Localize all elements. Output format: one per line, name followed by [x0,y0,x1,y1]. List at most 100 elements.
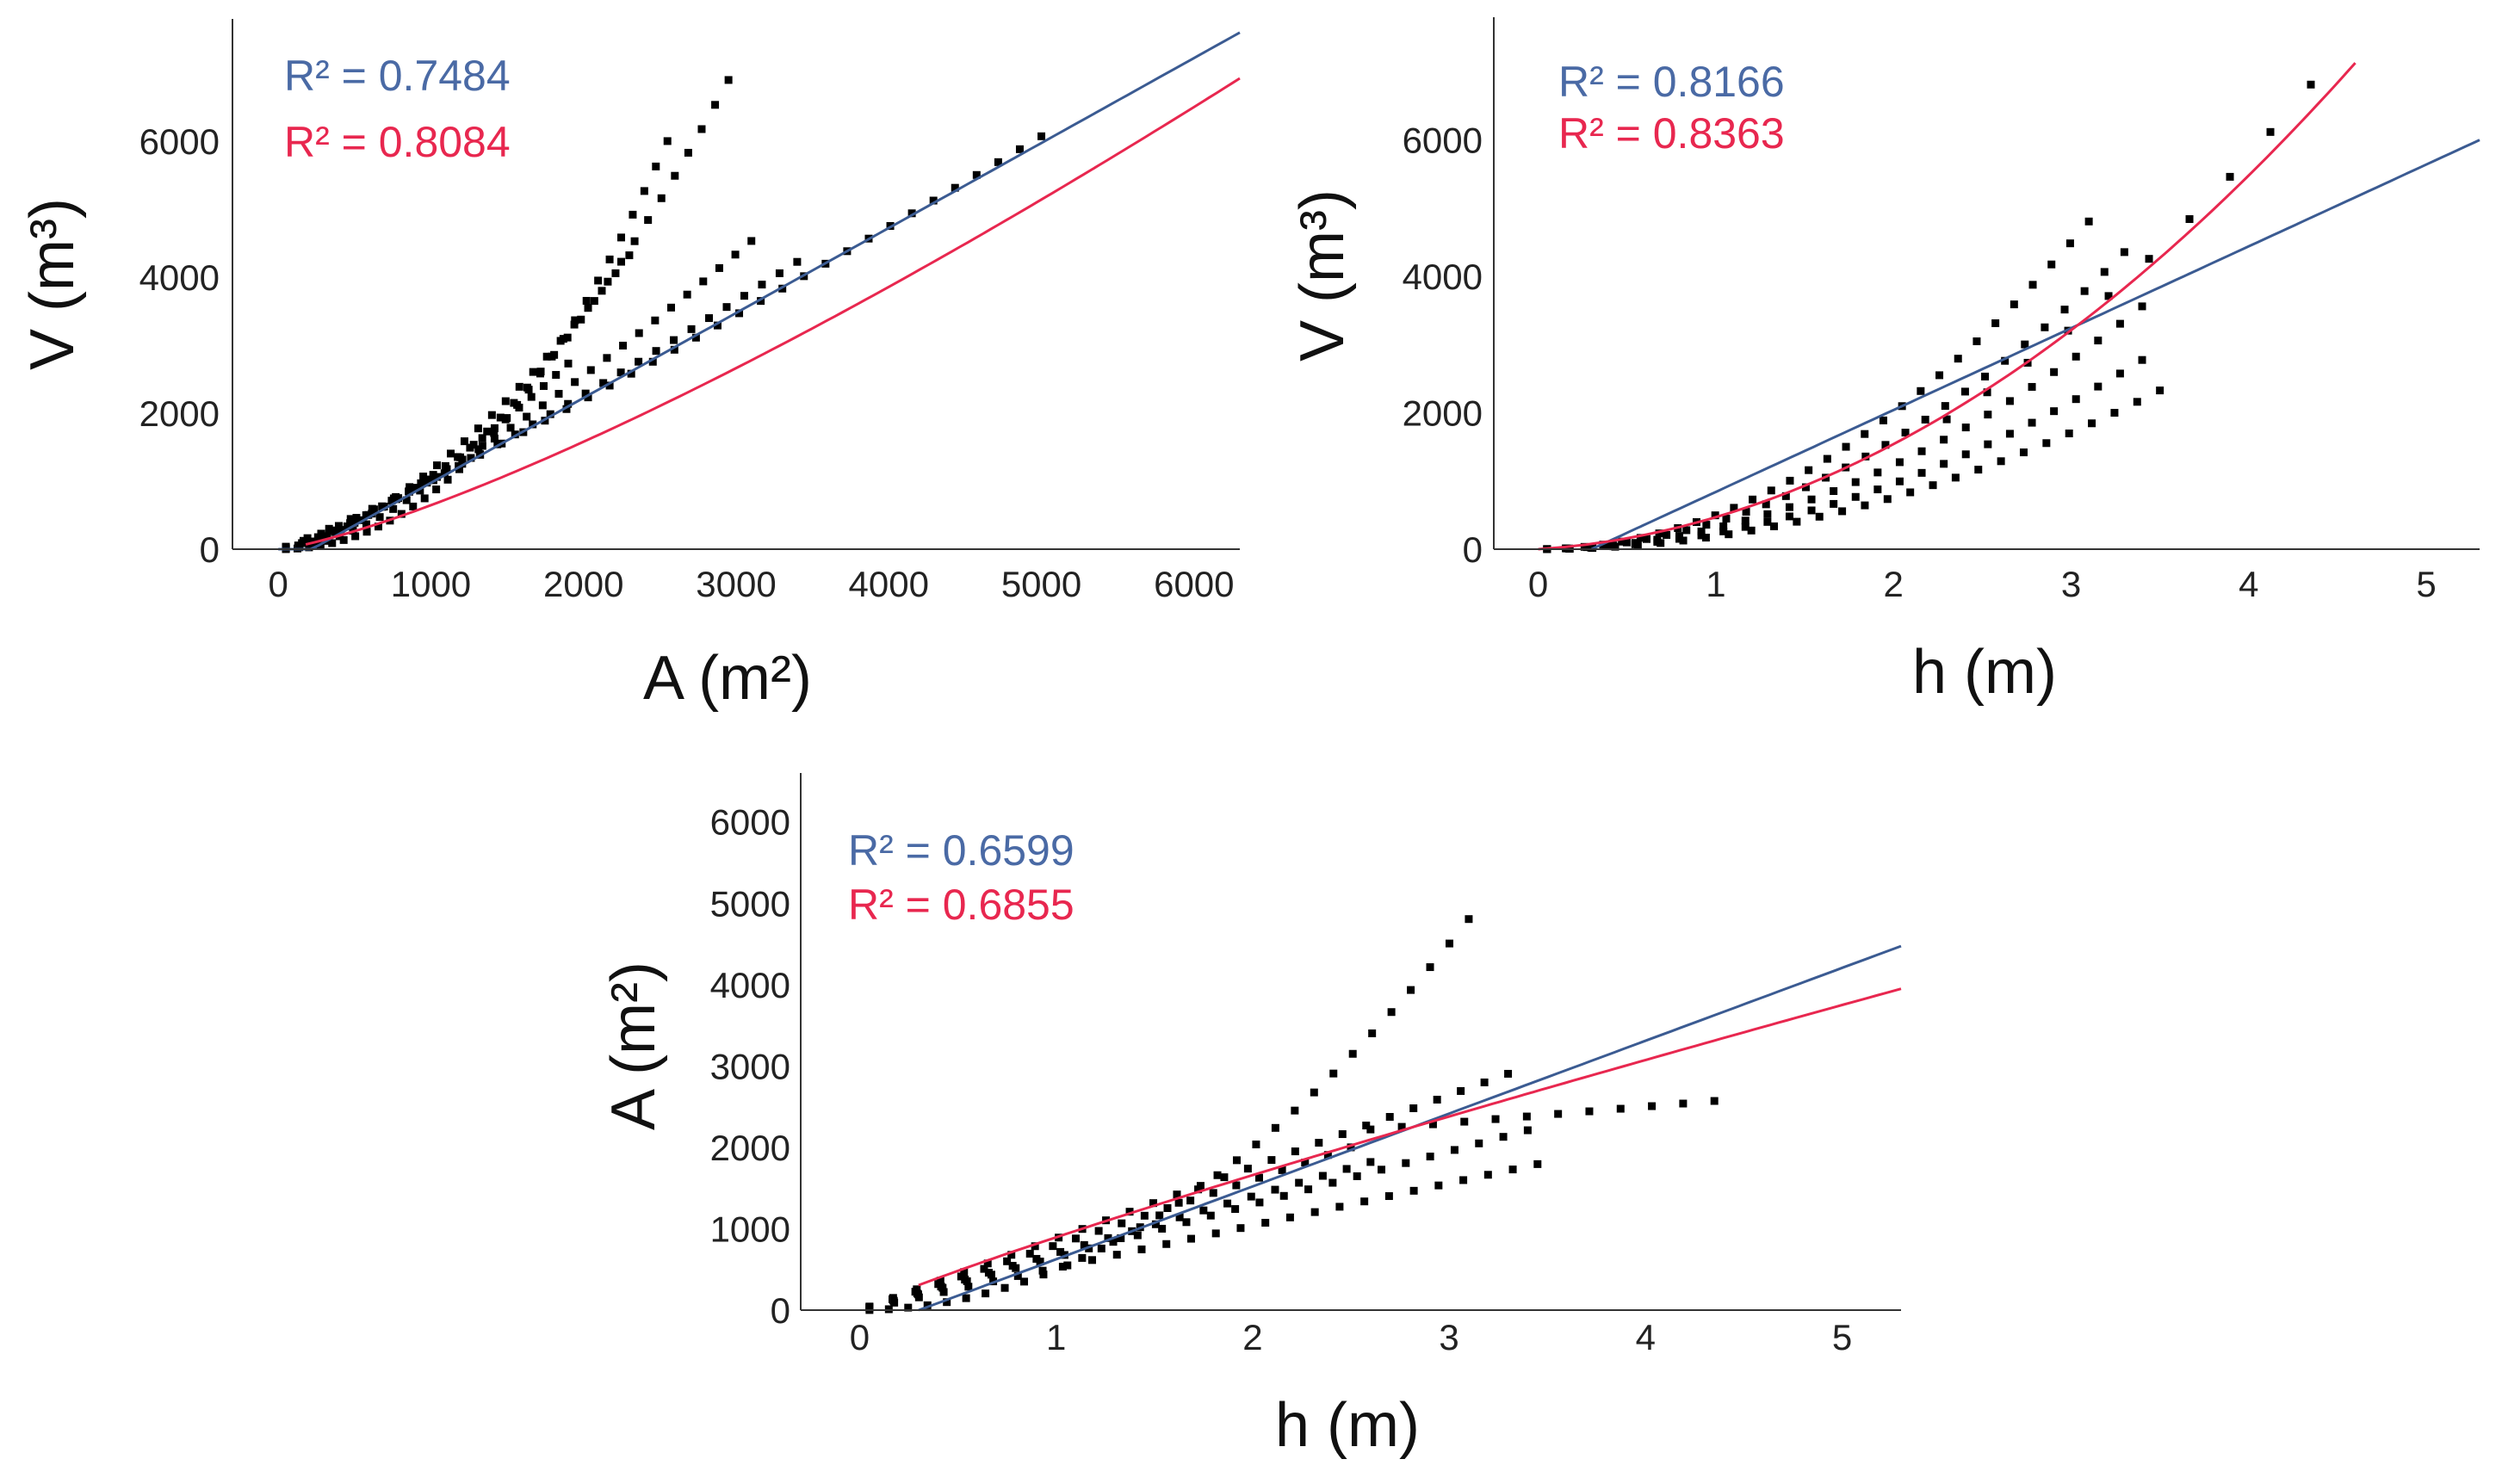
data-point [1304,1185,1313,1194]
data-point [389,504,398,513]
data-point [1879,416,1887,424]
data-point [1003,1257,1012,1265]
data-point [455,461,463,470]
data-point [1499,1133,1508,1141]
data-point [617,233,626,242]
data-point [1851,492,1860,501]
r2-power-label: R² = 0.6855 [848,881,1074,929]
data-point [378,503,387,511]
data-point [1747,526,1756,535]
x-tick-label: 2000 [543,564,623,604]
data-point [1991,319,2000,328]
data-point [2145,255,2153,263]
y-tick-label: 2000 [710,1128,790,1168]
data-point [657,194,666,202]
data-point [550,350,559,359]
data-point [1935,371,1944,380]
data-point [1223,1199,1232,1208]
data-point [1675,535,1683,543]
data-point [538,401,547,410]
data-point [493,440,502,448]
y-tick-label: 6000 [139,121,220,162]
data-point [2019,448,2028,457]
data-point [1719,522,1728,530]
data-point [352,514,361,522]
data-point [1279,1191,1288,1200]
y-tick-label: 0 [1463,529,1483,570]
data-point [1080,1240,1088,1249]
y-tick-label: 5000 [710,883,790,924]
data-point [346,515,355,523]
r2-power-label: R² = 0.8084 [284,118,511,166]
data-point [300,536,308,545]
data-point [1020,1277,1029,1286]
data-point [683,290,691,299]
data-point [1409,1186,1418,1195]
data-point [2266,127,2275,136]
data-point [1830,499,1838,508]
data-point [929,196,938,205]
data-point [556,337,565,345]
data-point [625,251,634,260]
data-point [605,381,614,390]
data-point [454,453,462,461]
data-point [599,379,608,387]
data-point [914,1293,923,1302]
data-point [757,297,765,306]
data-point [2115,319,2124,328]
data-point [2100,268,2109,276]
data-point [1366,1125,1375,1134]
data-point [1088,1256,1097,1264]
data-point [586,366,595,374]
data-point [1940,460,1948,468]
data-point [635,329,643,337]
data-point [2060,306,2069,314]
data-point [1291,1147,1299,1156]
data-point [2072,352,2080,361]
x-tick-label: 0 [1528,564,1548,604]
x-tick-label: 3000 [696,564,776,604]
x-tick-label: 5 [1832,1317,1852,1357]
data-point [1206,1211,1215,1220]
data-point [1533,1159,1542,1168]
data-point [936,1277,944,1285]
data-point [483,427,492,436]
data-point [1445,939,1453,948]
data-point [433,473,442,481]
data-point [1984,411,1992,419]
chart-area-vs-depth: 0 1 2 3 4 5 0 1000 2000 3000 4000 5000 6000 R² = 0.6… [599,773,1902,1460]
x-tick-label: 0 [850,1317,870,1357]
data-point [1940,436,1948,444]
y-axis-label: V (m³) [1288,189,1357,362]
data-point [1097,1244,1105,1252]
data-point [1807,495,1816,504]
x-tick-label: 1 [1046,1317,1066,1357]
data-point [2041,323,2049,331]
data-point [1434,1181,1443,1190]
data-point [325,524,333,533]
data-point [1725,530,1733,539]
data-point [1323,1151,1332,1159]
data-point [670,336,678,344]
data-point [1450,1146,1458,1154]
data-point [529,420,537,429]
data-point [1582,543,1591,552]
data-point [529,368,537,376]
x-tick-label: 1000 [391,564,471,604]
data-point [691,333,700,342]
data-point [394,494,403,503]
data-point [1199,1206,1208,1215]
data-point [564,399,573,408]
data-point [552,371,560,380]
data-point [362,520,371,529]
data-point [644,216,653,225]
data-point [1749,495,1757,504]
data-point [1278,1166,1286,1174]
data-point [2005,430,2014,438]
data-point [1428,1120,1437,1128]
data-point [1633,541,1642,549]
data-point [1873,485,1882,494]
data-point [923,1301,932,1309]
data-point [1741,516,1750,525]
data-point [2021,340,2029,349]
